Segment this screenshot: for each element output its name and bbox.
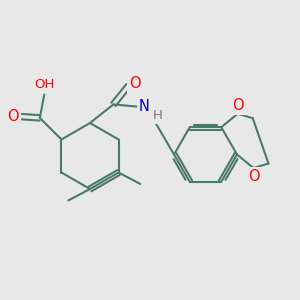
- Text: O: O: [232, 98, 244, 113]
- Text: O: O: [7, 109, 19, 124]
- Text: N: N: [139, 99, 150, 114]
- Text: OH: OH: [34, 77, 55, 91]
- Text: O: O: [248, 169, 260, 184]
- Text: H: H: [153, 109, 162, 122]
- Text: O: O: [129, 76, 141, 91]
